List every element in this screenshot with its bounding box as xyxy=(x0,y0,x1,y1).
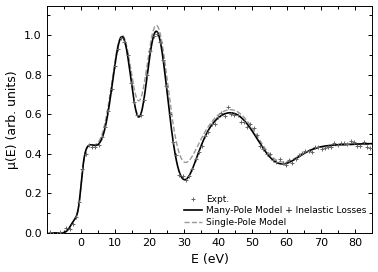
Many-Pole Model + Inelastic Losses xyxy=(48,231,53,235)
Many-Pole Model + Inelastic Losses xyxy=(154,30,158,33)
Single-Pole Model xyxy=(172,127,176,130)
Single-Pole Model xyxy=(154,24,159,27)
Many-Pole Model + Inelastic Losses xyxy=(329,144,334,147)
Many-Pole Model + Inelastic Losses xyxy=(85,146,89,149)
Single-Pole Model xyxy=(85,146,89,150)
Expt. xyxy=(48,230,53,233)
Line: Many-Pole Model + Inelastic Losses: Many-Pole Model + Inelastic Losses xyxy=(50,31,372,233)
Expt. xyxy=(61,233,65,237)
Many-Pole Model + Inelastic Losses xyxy=(364,142,369,146)
Single-Pole Model xyxy=(370,143,375,146)
Expt. xyxy=(368,146,372,149)
Expt. xyxy=(358,144,363,147)
Y-axis label: μ(E) (arb. units): μ(E) (arb. units) xyxy=(6,70,19,169)
Expt. xyxy=(125,54,130,57)
Single-Pole Model xyxy=(186,160,190,163)
Many-Pole Model + Inelastic Losses xyxy=(104,122,108,125)
Expt. xyxy=(245,125,249,129)
Many-Pole Model + Inelastic Losses xyxy=(172,144,176,148)
Expt. xyxy=(155,32,159,36)
Expt. xyxy=(219,112,224,115)
Single-Pole Model xyxy=(104,116,108,120)
X-axis label: E (eV): E (eV) xyxy=(191,254,229,267)
Many-Pole Model + Inelastic Losses xyxy=(186,176,190,179)
Line: Single-Pole Model: Single-Pole Model xyxy=(50,25,372,233)
Legend: Expt., Many-Pole Model + Inelastic Losses, Single-Pole Model: Expt., Many-Pole Model + Inelastic Losse… xyxy=(182,193,368,228)
Expt. xyxy=(113,65,117,68)
Many-Pole Model + Inelastic Losses xyxy=(370,142,375,145)
Expt. xyxy=(349,139,353,143)
Line: Expt.: Expt. xyxy=(48,32,372,237)
Single-Pole Model xyxy=(364,143,369,146)
Single-Pole Model xyxy=(48,231,53,235)
Single-Pole Model xyxy=(329,144,334,147)
